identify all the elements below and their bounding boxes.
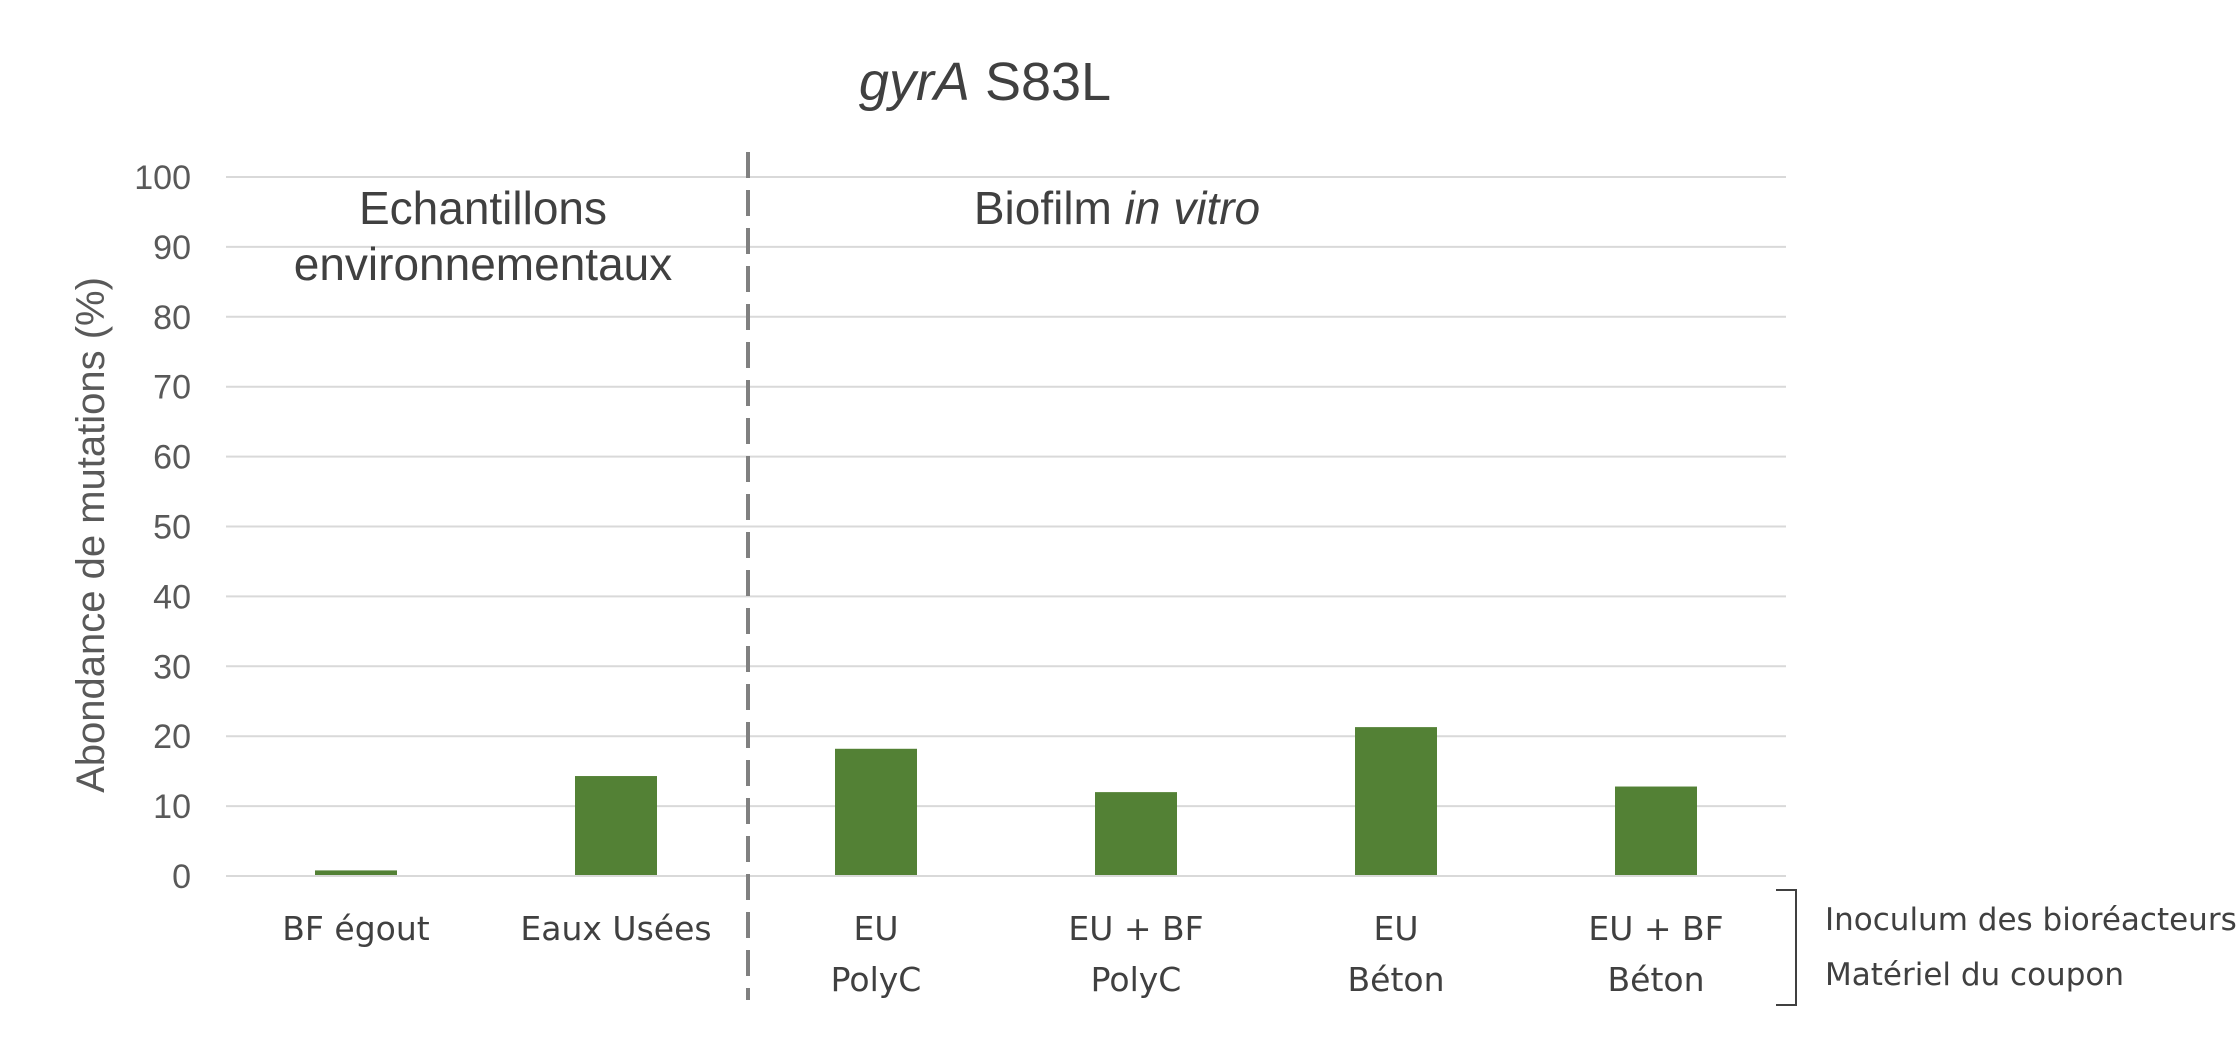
y-tick-labels: 0 10 20 30 40 50 60 70 80 90 100 xyxy=(134,159,191,896)
bar xyxy=(1615,786,1697,876)
bar xyxy=(575,776,657,876)
row-label-inoculum: Inoculum des bioréacteurs xyxy=(1825,902,2237,938)
x-category-label: Eaux Usées xyxy=(520,909,711,948)
chart-title-mutation: S83L xyxy=(970,52,1111,112)
y-tick-label: 50 xyxy=(153,509,191,547)
y-tick-label: 30 xyxy=(153,648,191,686)
x-category-label: EU xyxy=(853,909,898,948)
y-tick-label: 10 xyxy=(153,788,191,826)
y-tick-label: 100 xyxy=(134,159,191,197)
bar xyxy=(315,870,397,876)
gridlines xyxy=(226,176,1786,808)
row-label-coupon-material: Matériel du coupon xyxy=(1825,957,2124,993)
y-tick-label: 40 xyxy=(153,578,191,616)
chart-title-gene: gyrA xyxy=(859,52,970,112)
y-tick-label: 60 xyxy=(153,439,191,477)
group-label-biofilm-italic: in vitro xyxy=(1125,182,1260,234)
x-category-labels: BF égout Eaux Usées EU PolyC EU + BF PolyC EU B… xyxy=(282,909,1723,999)
x-category-label: BF égout xyxy=(282,909,429,948)
y-tick-label: 70 xyxy=(153,369,191,407)
x-category-label: EU xyxy=(1373,909,1418,948)
bar xyxy=(1095,792,1177,876)
x-category-label: Béton xyxy=(1348,960,1445,999)
y-tick-label: 90 xyxy=(153,229,191,267)
x-category-label: PolyC xyxy=(1091,960,1182,999)
x-category-label: EU + BF xyxy=(1588,909,1723,948)
group-label-biofilm-normal: Biofilm xyxy=(974,182,1125,234)
y-tick-label: 80 xyxy=(153,299,191,337)
bar xyxy=(1355,727,1437,876)
y-axis-label: Abondance de mutations (%) xyxy=(69,277,113,793)
group-label-environmental-line1: Echantillons xyxy=(359,182,607,234)
group-label-biofilm: Biofilm in vitro xyxy=(974,182,1260,234)
x-category-label: PolyC xyxy=(831,960,922,999)
y-tick-label: 0 xyxy=(172,858,191,896)
y-tick-label: 20 xyxy=(153,718,191,756)
group-label-environmental-line2: environnementaux xyxy=(294,238,672,290)
x-category-label: Béton xyxy=(1608,960,1705,999)
bar xyxy=(835,748,917,876)
row-labels-bracket xyxy=(1776,889,1797,1006)
chart-title: gyrA S83L xyxy=(859,52,1111,112)
x-category-label: EU + BF xyxy=(1068,909,1203,948)
bars xyxy=(315,727,1697,876)
